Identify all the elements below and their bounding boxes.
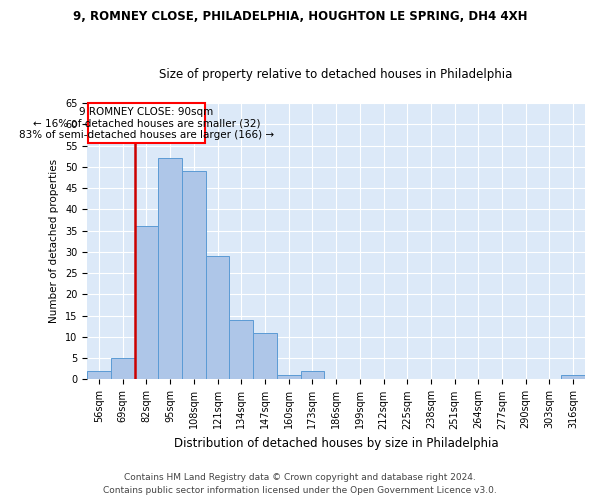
Bar <box>561 375 585 380</box>
Bar <box>206 256 229 380</box>
Text: 9, ROMNEY CLOSE, PHILADELPHIA, HOUGHTON LE SPRING, DH4 4XH: 9, ROMNEY CLOSE, PHILADELPHIA, HOUGHTON … <box>73 10 527 23</box>
Bar <box>229 320 253 380</box>
Bar <box>182 171 206 380</box>
Bar <box>88 103 205 144</box>
Title: Size of property relative to detached houses in Philadelphia: Size of property relative to detached ho… <box>160 68 513 81</box>
Text: 83% of semi-detached houses are larger (166) →: 83% of semi-detached houses are larger (… <box>19 130 274 140</box>
X-axis label: Distribution of detached houses by size in Philadelphia: Distribution of detached houses by size … <box>174 437 499 450</box>
Bar <box>111 358 134 380</box>
Bar <box>87 371 111 380</box>
Y-axis label: Number of detached properties: Number of detached properties <box>49 159 59 324</box>
Bar <box>277 375 301 380</box>
Bar <box>301 371 324 380</box>
Bar <box>253 332 277 380</box>
Text: 9 ROMNEY CLOSE: 90sqm: 9 ROMNEY CLOSE: 90sqm <box>79 107 214 117</box>
Text: ← 16% of detached houses are smaller (32): ← 16% of detached houses are smaller (32… <box>33 118 260 128</box>
Bar <box>134 226 158 380</box>
Bar <box>158 158 182 380</box>
Text: Contains HM Land Registry data © Crown copyright and database right 2024.
Contai: Contains HM Land Registry data © Crown c… <box>103 474 497 495</box>
